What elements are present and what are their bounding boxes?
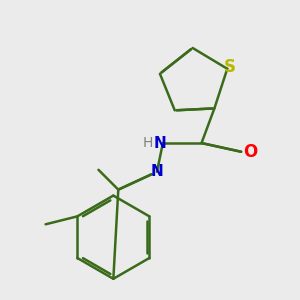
Text: O: O xyxy=(243,143,257,161)
Text: N: N xyxy=(151,164,163,179)
Text: S: S xyxy=(224,58,236,76)
Text: N: N xyxy=(154,136,166,151)
Text: H: H xyxy=(143,136,153,150)
